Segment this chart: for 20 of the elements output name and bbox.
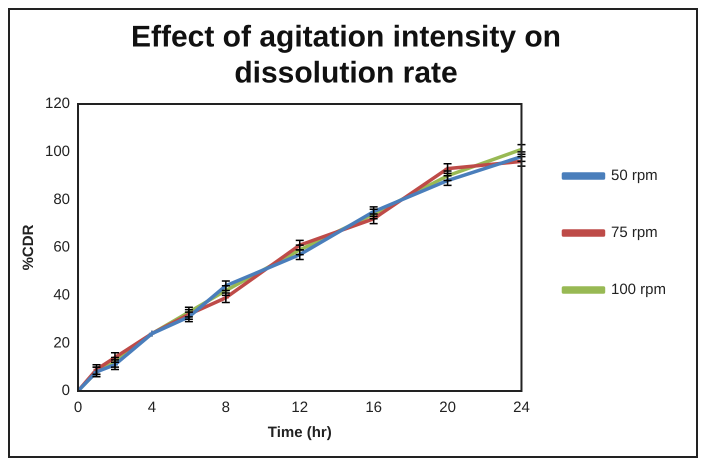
y-tick-label: 0	[62, 382, 70, 400]
x-tick-label: 16	[365, 399, 382, 416]
y-tick-label: 100	[44, 142, 70, 160]
legend-label: 75 rpm	[610, 224, 658, 242]
x-tick-label: 4	[148, 399, 156, 416]
y-tick-label: 60	[53, 238, 70, 256]
x-axis-title: Time (hr)	[268, 424, 332, 442]
x-tick-label: 8	[222, 399, 230, 416]
x-tick-label: 20	[439, 399, 456, 416]
x-tick-label: 12	[291, 399, 308, 416]
legend-label: 100 rpm	[610, 281, 666, 298]
chart-title: Effect of agitation intensity on dissolution rate	[130, 20, 562, 90]
y-tick-label: 20	[53, 334, 70, 352]
y-tick-label: 120	[44, 95, 70, 112]
x-tick-label: 24	[513, 399, 530, 416]
y-axis-title: %CDR	[20, 224, 38, 270]
x-tick-label: 0	[74, 399, 82, 416]
y-tick-label: 40	[53, 286, 70, 304]
y-tick-label: 80	[53, 190, 70, 208]
legend-label: 50 rpm	[610, 167, 658, 184]
